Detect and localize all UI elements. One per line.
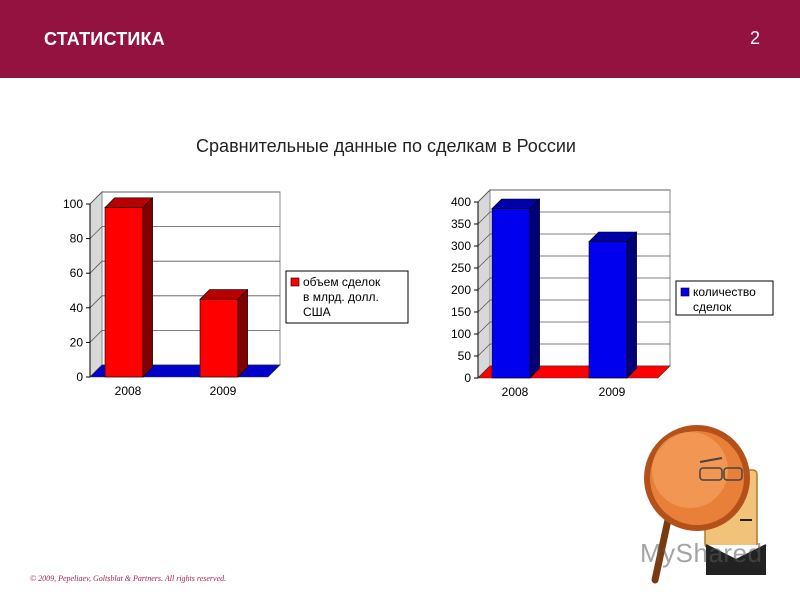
- bar-top: [104, 197, 154, 208]
- legend-label: количество: [693, 285, 756, 299]
- y-tick-label: 200: [451, 283, 471, 297]
- bar-top: [491, 198, 541, 209]
- gridline: [89, 226, 280, 239]
- y-tick-label: 350: [451, 217, 471, 231]
- y-tick-label: 0: [464, 371, 471, 385]
- copyright-footer: © 2009, Pepeliaev, Goltsblat & Partners.…: [30, 574, 227, 583]
- x-tick-label: 2009: [599, 385, 626, 399]
- gridline: [477, 211, 670, 225]
- legend-box: [675, 280, 774, 316]
- plot-side-wall: [89, 190, 103, 379]
- y-tick-label: 150: [451, 305, 471, 319]
- y-tick-label: 80: [70, 232, 84, 246]
- chart-subtitle: Сравнительные данные по сделкам в России: [196, 136, 576, 156]
- bar-side: [237, 288, 248, 378]
- bar: [491, 208, 531, 379]
- page-number: 2: [749, 28, 760, 48]
- bar-top: [199, 289, 249, 300]
- legend-label: объем сделок: [303, 275, 381, 289]
- legend-swatch: [680, 287, 690, 297]
- page-title: СТАТИСТИКА: [44, 29, 165, 49]
- legend-box: [285, 270, 409, 324]
- y-tick-label: 100: [63, 197, 83, 211]
- y-tick-label: 400: [451, 195, 471, 209]
- legend-label: США: [303, 305, 331, 319]
- x-tick-label: 2008: [115, 384, 142, 398]
- bar-top: [588, 231, 638, 242]
- watermark-text: MyShared: [640, 538, 763, 568]
- y-tick-label: 60: [70, 266, 84, 280]
- y-tick-label: 40: [70, 301, 84, 315]
- y-tick-label: 20: [70, 335, 84, 349]
- y-tick-label: 50: [458, 349, 472, 363]
- bar-side: [529, 198, 540, 379]
- bar: [588, 241, 628, 379]
- y-tick-label: 250: [451, 261, 471, 275]
- legend-label: сделок: [693, 300, 732, 314]
- legend-label: в млрд. долл.: [303, 290, 379, 304]
- y-tick-label: 300: [451, 239, 471, 253]
- legend-swatch: [290, 277, 300, 287]
- gridline: [89, 260, 280, 274]
- bar: [199, 298, 239, 378]
- x-tick-label: 2009: [210, 384, 237, 398]
- x-tick-label: 2008: [502, 385, 529, 399]
- bar: [104, 207, 144, 378]
- gridline: [89, 191, 280, 205]
- gridline: [477, 189, 670, 203]
- y-tick-label: 0: [76, 370, 83, 384]
- bar-side: [626, 231, 637, 379]
- header-bar: СТАТИСТИКА 2: [0, 0, 800, 78]
- bar-side: [142, 197, 153, 378]
- y-tick-label: 100: [451, 327, 471, 341]
- chart-2: 0 50 100 150 200 250 300 350 400 2008 2009 количест…: [451, 188, 774, 399]
